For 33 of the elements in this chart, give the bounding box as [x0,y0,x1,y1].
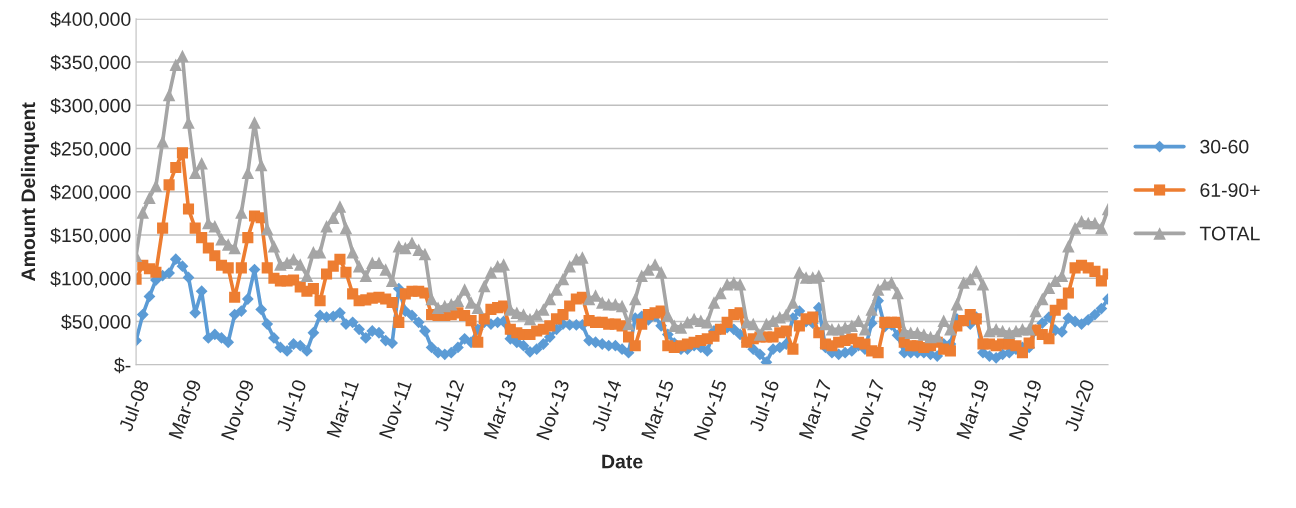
x-tick-label: Jul-08 [118,378,150,433]
x-tick-label: Jul-14 [590,378,622,433]
x-tick-label: Nov-17 [851,379,885,441]
y-tick-label: $100,000 [50,270,131,288]
legend-label: 30-60 [1200,139,1249,154]
legend-label: 61-90+ [1200,183,1260,197]
x-axis-title: Date [602,454,643,469]
x-tick-label: Nov-09 [220,378,255,441]
y-tick-label: $- [114,357,131,374]
y-tick-label: $50,000 [61,314,131,332]
x-tick-label: Mar-17 [798,379,832,440]
y-tick-label: $200,000 [50,184,131,202]
x-tick-label: Mar-09 [168,378,202,440]
x-tick-label: Jul-10 [275,378,307,433]
x-tick-label: Jul-18 [905,378,937,433]
x-tick-label: Nov-15 [693,378,728,441]
x-tick-label: Nov-13 [536,378,570,441]
y-tick-label: $250,000 [50,141,131,159]
x-tick-label: Mar-11 [326,379,360,438]
x-tick-label: Mar-19 [956,378,990,440]
x-tick-label: Jul-12 [433,378,465,433]
x-tick-label: Mar-13 [483,378,517,440]
x-tick-label: Mar-15 [641,378,675,440]
y-tick-label: $300,000 [50,97,131,115]
y-tick-label: $400,000 [50,11,131,29]
y-tick-label: $350,000 [50,54,131,72]
y-tick-label: $150,000 [50,227,131,245]
legend-label: TOTAL [1199,226,1260,241]
y-axis-title: Amount Delinquent [20,102,40,281]
x-tick-label: Nov-19 [1008,378,1043,441]
x-tick-label: Jul-16 [748,378,780,433]
x-tick-label: Jul-20 [1063,378,1095,433]
x-tick-label: Nov-11 [379,379,412,439]
